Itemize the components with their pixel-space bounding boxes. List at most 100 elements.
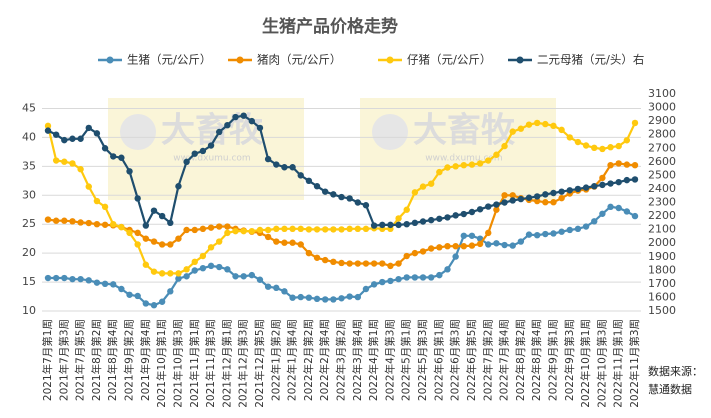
- data-point: [338, 226, 345, 233]
- data-point: [85, 219, 92, 227]
- data-point: [248, 227, 256, 235]
- source: 慧通数据: [648, 382, 692, 396]
- data-point: [248, 271, 256, 279]
- data-point: [379, 278, 386, 286]
- data-point: [362, 285, 370, 293]
- data-point: [615, 160, 622, 167]
- data-point: [101, 145, 109, 152]
- data-point: [183, 273, 190, 280]
- data-point: [452, 163, 459, 170]
- data-point: [411, 249, 419, 257]
- data-point: [419, 218, 427, 225]
- data-point: [550, 230, 557, 237]
- data-point: [305, 226, 313, 233]
- data-point: [256, 276, 264, 283]
- x-tick-label: 2022年11月第1周: [612, 319, 625, 408]
- data-point: [566, 134, 573, 141]
- data-point: [460, 242, 467, 250]
- data-point: [167, 241, 174, 248]
- y2-tick-label: 2800: [648, 128, 676, 141]
- data-point: [460, 161, 467, 169]
- data-point: [395, 215, 402, 222]
- data-point: [273, 238, 280, 245]
- legend-marker: [106, 56, 114, 64]
- y2-tick-label: 2700: [648, 141, 676, 154]
- data-point: [44, 127, 52, 134]
- y-tick-label: 20: [22, 246, 36, 259]
- y2-tick-label: 2100: [648, 223, 676, 236]
- data-point: [134, 292, 141, 300]
- data-point: [85, 124, 92, 132]
- data-point: [468, 242, 476, 249]
- y2-tick-label: 2200: [648, 209, 676, 222]
- x-tick-label: 2021年11月第1周: [188, 319, 201, 408]
- data-point: [460, 210, 467, 218]
- data-point: [110, 221, 117, 228]
- data-point: [77, 166, 84, 173]
- data-point: [126, 229, 133, 237]
- data-point: [150, 238, 158, 245]
- data-point: [427, 274, 435, 281]
- data-point: [501, 142, 508, 150]
- data-point: [501, 199, 508, 206]
- data-point: [419, 274, 427, 281]
- data-point: [517, 195, 525, 203]
- data-point: [232, 113, 239, 121]
- data-point: [558, 194, 565, 202]
- x-tick-label: 2021年12月第1周: [220, 319, 233, 408]
- data-point: [69, 135, 76, 142]
- data-point: [224, 266, 231, 273]
- data-point: [379, 260, 386, 267]
- data-point: [158, 270, 166, 277]
- data-point: [427, 180, 435, 187]
- data-point: [354, 293, 362, 301]
- y2-tick-label: 1500: [648, 304, 676, 317]
- data-point: [419, 183, 427, 190]
- data-point: [452, 212, 459, 219]
- x-tick-label: 2022年9月第3周: [563, 319, 576, 401]
- data-point: [566, 187, 573, 194]
- data-point: [305, 249, 313, 257]
- data-point: [346, 293, 353, 300]
- x-tick-label: 2021年7月第5周: [74, 319, 87, 401]
- data-point: [305, 294, 313, 301]
- data-point: [321, 296, 329, 303]
- data-point: [207, 142, 215, 149]
- data-point: [493, 206, 500, 213]
- data-point: [77, 275, 84, 283]
- data-point: [370, 222, 378, 229]
- data-point: [77, 135, 84, 142]
- data-point: [444, 266, 451, 273]
- data-point: [52, 217, 60, 224]
- x-tick-label: 2022年1月第2周: [269, 319, 282, 401]
- x-tick-label: 2021年8月第4周: [106, 319, 119, 401]
- data-point: [558, 126, 565, 134]
- data-point: [338, 193, 345, 201]
- x-tick-label: 2022年6月第1周: [432, 319, 445, 401]
- data-point: [395, 221, 402, 229]
- data-point: [631, 161, 639, 169]
- data-point: [232, 273, 239, 280]
- x-tick-label: 2022年8月第2周: [514, 319, 527, 401]
- data-point: [281, 288, 288, 295]
- data-point: [183, 158, 190, 166]
- data-point: [44, 274, 52, 282]
- data-point: [533, 193, 541, 200]
- data-point: [191, 226, 198, 234]
- data-point: [436, 168, 443, 176]
- data-point: [240, 227, 247, 235]
- legend-marker: [516, 56, 524, 64]
- watermark-site: www.dxumu.com: [425, 154, 502, 164]
- y2-tick-label: 2000: [648, 236, 676, 249]
- data-point: [615, 204, 622, 212]
- data-point: [281, 239, 288, 246]
- y-tick-label: 25: [22, 217, 36, 230]
- data-point: [623, 176, 631, 184]
- data-point: [297, 225, 304, 233]
- x-tick-label: 2021年7月第3周: [57, 319, 70, 401]
- data-point: [558, 188, 565, 195]
- data-point: [85, 183, 92, 190]
- data-point: [289, 239, 296, 246]
- data-point: [183, 226, 190, 234]
